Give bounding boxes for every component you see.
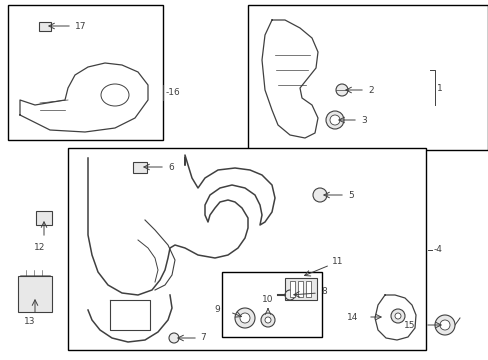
Circle shape: [240, 313, 249, 323]
Ellipse shape: [101, 84, 129, 106]
Bar: [297, 281, 303, 297]
Text: 17: 17: [75, 22, 86, 31]
Circle shape: [312, 188, 326, 202]
Circle shape: [390, 309, 404, 323]
Text: 8: 8: [320, 287, 326, 296]
Bar: [247, 5, 487, 150]
Bar: [222, 272, 321, 337]
Bar: [8, 5, 163, 140]
Bar: [133, 162, 147, 172]
Text: 9: 9: [214, 306, 220, 315]
Text: 3: 3: [360, 116, 366, 125]
Text: -16: -16: [165, 87, 181, 96]
Circle shape: [335, 84, 347, 96]
Text: 7: 7: [200, 333, 205, 342]
Circle shape: [285, 290, 294, 300]
Bar: [18, 276, 52, 312]
Circle shape: [235, 308, 254, 328]
Circle shape: [329, 115, 339, 125]
Bar: [36, 211, 52, 225]
Bar: [68, 148, 425, 350]
Bar: [285, 278, 316, 300]
Bar: [289, 281, 294, 297]
Circle shape: [261, 313, 274, 327]
Bar: [305, 281, 310, 297]
Text: 14: 14: [346, 312, 357, 321]
Text: -4: -4: [433, 246, 442, 255]
Text: 12: 12: [34, 243, 45, 252]
Circle shape: [439, 320, 449, 330]
Circle shape: [394, 313, 400, 319]
Circle shape: [264, 317, 270, 323]
Circle shape: [434, 315, 454, 335]
Text: 2: 2: [367, 86, 373, 95]
Text: 5: 5: [347, 190, 353, 199]
Text: 6: 6: [168, 162, 173, 171]
Circle shape: [325, 111, 343, 129]
Text: 15: 15: [403, 320, 414, 329]
Text: 10: 10: [262, 296, 273, 305]
Text: 13: 13: [24, 318, 36, 327]
Text: 11: 11: [331, 257, 343, 266]
Text: 1: 1: [436, 84, 442, 93]
Bar: [39, 22, 51, 31]
Circle shape: [169, 333, 179, 343]
